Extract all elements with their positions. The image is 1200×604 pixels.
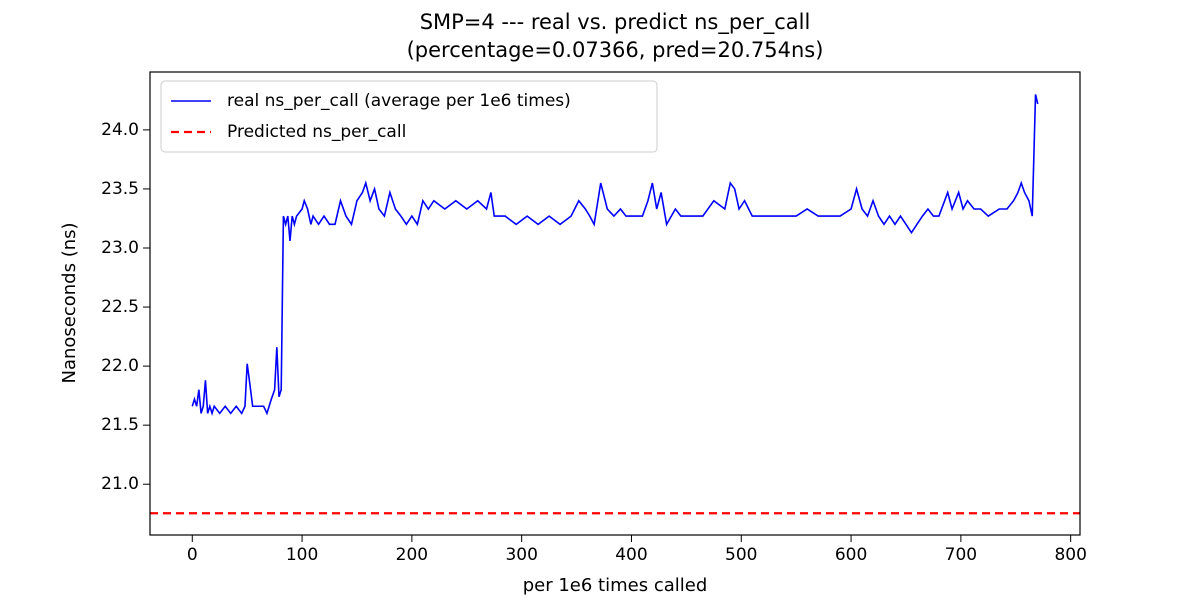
y-tick-label: 21.0 bbox=[101, 474, 139, 494]
x-tick-label: 100 bbox=[286, 545, 318, 565]
y-axis-label: Nanoseconds (ns) bbox=[59, 222, 80, 383]
y-tick-label: 24.0 bbox=[101, 120, 139, 140]
y-tick-label: 23.5 bbox=[101, 179, 139, 199]
x-tick-label: 800 bbox=[1054, 545, 1086, 565]
plot-frame bbox=[149, 71, 1081, 536]
y-tick-label: 21.5 bbox=[101, 415, 139, 435]
x-tick-label: 600 bbox=[835, 545, 867, 565]
x-tick-label: 0 bbox=[187, 545, 198, 565]
legend-box bbox=[160, 80, 658, 153]
x-axis-label: per 1e6 times called bbox=[523, 575, 708, 596]
y-tick-label: 22.0 bbox=[101, 356, 139, 376]
data-line bbox=[191, 94, 1039, 417]
y-tick-label: 22.5 bbox=[101, 297, 139, 317]
x-tick-label: 200 bbox=[396, 545, 428, 565]
x-tick-label: 400 bbox=[615, 545, 647, 565]
x-tick-label: 500 bbox=[725, 545, 757, 565]
y-tick-label: 23.0 bbox=[101, 238, 139, 258]
x-tick-label: 300 bbox=[505, 545, 537, 565]
chart-subtitle: (percentage=0.07366, pred=20.754ns) bbox=[407, 38, 824, 62]
legend-label: Predicted ns_per_call bbox=[227, 122, 406, 142]
x-tick-label: 700 bbox=[945, 545, 977, 565]
chart-title: SMP=4 --- real vs. predict ns_per_call bbox=[420, 10, 811, 35]
legend-label: real ns_per_call (average per 1e6 times) bbox=[227, 91, 571, 111]
